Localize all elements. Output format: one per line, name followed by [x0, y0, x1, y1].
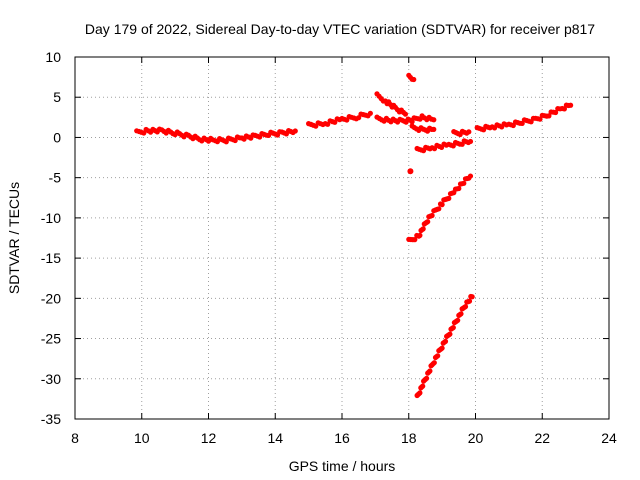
data-point — [429, 212, 435, 219]
data-point — [467, 138, 474, 145]
x-tick-label: 10 — [134, 430, 150, 446]
data-point — [431, 126, 437, 132]
x-axis-label: GPS time / hours — [289, 458, 396, 474]
y-tick-label: -10 — [41, 210, 61, 226]
y-tick-label: -35 — [41, 411, 61, 427]
data-point — [409, 119, 415, 125]
y-tick-label: 10 — [45, 49, 61, 65]
grid-lines — [75, 57, 609, 419]
y-tick-labels: 10 5 0 -5 -10 -15 -20 -25 -30 -35 — [41, 49, 61, 427]
y-axis-label: SDTVAR / TECUs — [6, 182, 22, 294]
data-point — [417, 232, 423, 238]
y-tick-label: -20 — [41, 290, 61, 306]
y-tick-label: -25 — [41, 331, 61, 347]
data-point — [292, 128, 298, 134]
data-point — [447, 331, 453, 337]
data-point — [417, 390, 423, 396]
x-tick-label: 12 — [201, 430, 217, 446]
data-point — [461, 180, 467, 186]
data-points — [134, 72, 574, 399]
data-point — [450, 325, 456, 331]
data-point — [431, 117, 437, 123]
data-point — [469, 294, 475, 300]
data-point — [407, 168, 414, 175]
data-point — [456, 185, 462, 192]
data-point — [439, 202, 445, 208]
data-point — [568, 102, 574, 108]
data-point — [431, 360, 437, 366]
data-point — [537, 116, 543, 122]
data-point — [467, 173, 474, 179]
data-point — [411, 76, 417, 83]
data-point — [439, 345, 445, 351]
data-point — [553, 109, 559, 116]
data-point — [436, 206, 442, 212]
y-tick-label: 5 — [53, 89, 61, 105]
x-tick-label: 24 — [601, 430, 617, 446]
data-point — [446, 195, 452, 201]
data-point — [425, 219, 431, 225]
axis-ticks — [74, 56, 610, 420]
data-point — [462, 304, 469, 310]
data-point — [420, 226, 426, 232]
x-tick-label: 18 — [401, 430, 417, 446]
data-point — [424, 375, 430, 381]
data-point — [427, 368, 433, 374]
data-point — [367, 110, 373, 116]
y-tick-label: 0 — [53, 129, 61, 145]
x-tick-labels: 8 10 12 14 16 18 20 22 24 — [71, 430, 617, 446]
x-tick-label: 16 — [334, 430, 350, 446]
data-point — [466, 129, 472, 135]
x-tick-label: 20 — [468, 430, 484, 446]
data-point — [458, 311, 464, 317]
data-point — [412, 237, 418, 243]
x-tick-label: 22 — [534, 430, 550, 446]
data-point — [420, 383, 426, 389]
data-point — [402, 111, 409, 117]
x-tick-label: 8 — [71, 430, 79, 446]
y-tick-label: -15 — [41, 250, 61, 266]
y-tick-label: -30 — [41, 371, 61, 387]
y-tick-label: -5 — [49, 170, 62, 186]
data-point — [455, 317, 461, 323]
data-point — [435, 353, 441, 359]
x-tick-label: 14 — [267, 430, 283, 446]
chart-title: Day 179 of 2022, Sidereal Day-to-day VTE… — [85, 21, 595, 37]
data-point — [442, 338, 449, 344]
data-point — [466, 298, 473, 304]
data-point — [546, 113, 552, 119]
